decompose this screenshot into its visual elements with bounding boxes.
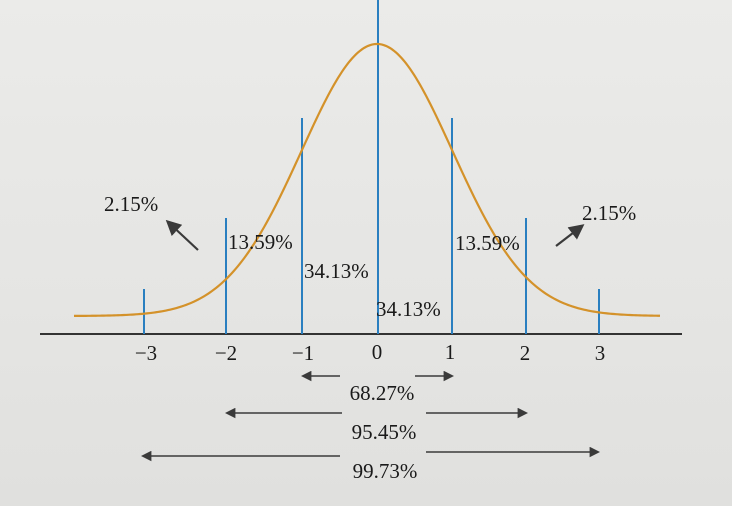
bell-curve — [73, 42, 661, 318]
range-label-3sd: 99.73% — [352, 459, 418, 483]
tail-right-arrow — [555, 224, 585, 247]
range-label-1sd: 68.27% — [349, 381, 415, 405]
region-label-tail-right: 2.15% — [582, 201, 637, 225]
tail-left-arrow — [165, 219, 199, 251]
z-tick-label: −1 — [291, 341, 315, 365]
region-label-inner-left: 34.13% — [304, 259, 369, 283]
z-tick-label: 3 — [594, 341, 606, 365]
region-label-inner-right: 34.13% — [376, 297, 441, 321]
z-tick-label: 2 — [519, 341, 531, 365]
z-tick-label: 1 — [444, 340, 456, 364]
z-tick-label: 0 — [371, 340, 383, 364]
range-label-2sd: 95.45% — [351, 420, 417, 444]
z-tick-label: −2 — [214, 341, 238, 365]
region-label-mid-left: 13.59% — [228, 230, 293, 254]
region-label-tail-left: 2.15% — [104, 192, 159, 216]
region-label-mid-right: 13.59% — [455, 231, 520, 255]
z-tick-label: −3 — [134, 341, 158, 365]
